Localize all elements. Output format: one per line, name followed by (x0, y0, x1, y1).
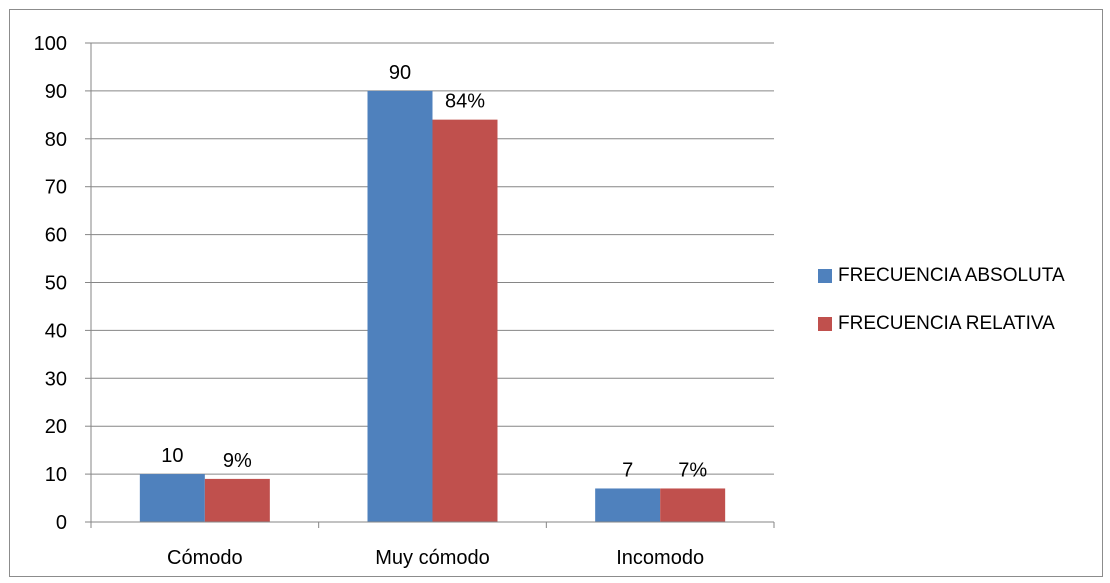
x-tick-label-2: Incomodo (616, 547, 704, 569)
y-tick-label-60: 60 (45, 225, 67, 247)
legend-swatch-relativa (818, 317, 832, 331)
y-tick-label-20: 20 (45, 416, 67, 438)
x-tick-label-0: Cómodo (167, 547, 243, 569)
y-tick-label-50: 50 (45, 273, 67, 295)
data-label-absoluta-2: 7 (622, 459, 633, 481)
bar-absoluta-2 (595, 488, 660, 522)
data-label-absoluta-1: 90 (389, 62, 411, 84)
bar-absoluta-1 (368, 91, 433, 522)
legend-item-absoluta: FRECUENCIA ABSOLUTA (818, 264, 1065, 288)
legend-label-relativa: FRECUENCIA RELATIVA (838, 313, 1055, 335)
bar-relativa-1 (433, 120, 498, 522)
data-label-relativa-1: 84% (445, 91, 485, 113)
y-tick-label-100: 100 (34, 33, 67, 55)
bar-relativa-2 (660, 488, 725, 522)
x-tick-label-1: Muy cómodo (375, 547, 490, 569)
bar-absoluta-0 (140, 474, 205, 522)
y-tick-label-90: 90 (45, 81, 67, 103)
legend-item-relativa: FRECUENCIA RELATIVA (818, 312, 1065, 336)
y-tick-label-80: 80 (45, 129, 67, 151)
y-tick-label-70: 70 (45, 177, 67, 199)
data-label-relativa-0: 9% (223, 450, 252, 472)
legend-swatch-absoluta (818, 269, 832, 283)
bar-relativa-0 (205, 479, 270, 522)
legend: FRECUENCIA ABSOLUTA FRECUENCIA RELATIVA (818, 264, 1065, 360)
legend-label-absoluta: FRECUENCIA ABSOLUTA (838, 265, 1065, 287)
y-tick-label-30: 30 (45, 368, 67, 390)
y-tick-label-0: 0 (56, 512, 67, 534)
y-tick-label-40: 40 (45, 320, 67, 342)
data-label-absoluta-0: 10 (161, 445, 183, 467)
data-label-relativa-2: 7% (678, 459, 707, 481)
y-tick-label-10: 10 (45, 464, 67, 486)
